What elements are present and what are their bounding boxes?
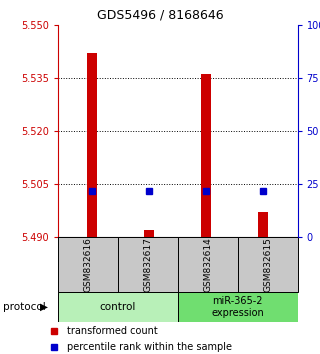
Bar	[178, 292, 298, 322]
Text: GSM832616: GSM832616	[83, 237, 92, 292]
Bar	[178, 237, 237, 292]
Bar	[58, 237, 118, 292]
Text: protocol: protocol	[3, 302, 46, 312]
Text: miR-365-2
expression: miR-365-2 expression	[211, 296, 264, 318]
Text: GSM832617: GSM832617	[143, 237, 152, 292]
Bar	[258, 212, 268, 237]
Text: percentile rank within the sample: percentile rank within the sample	[67, 342, 232, 352]
Text: ▶: ▶	[40, 302, 48, 312]
Text: GSM832615: GSM832615	[263, 237, 272, 292]
Text: GSM832614: GSM832614	[203, 237, 212, 292]
Bar	[87, 53, 97, 237]
Text: GDS5496 / 8168646: GDS5496 / 8168646	[97, 9, 223, 22]
Bar	[144, 230, 154, 237]
Bar	[117, 237, 178, 292]
Bar	[201, 74, 211, 237]
Bar	[58, 292, 178, 322]
Text: transformed count: transformed count	[67, 326, 158, 336]
Text: control: control	[100, 302, 136, 312]
Bar	[237, 237, 298, 292]
